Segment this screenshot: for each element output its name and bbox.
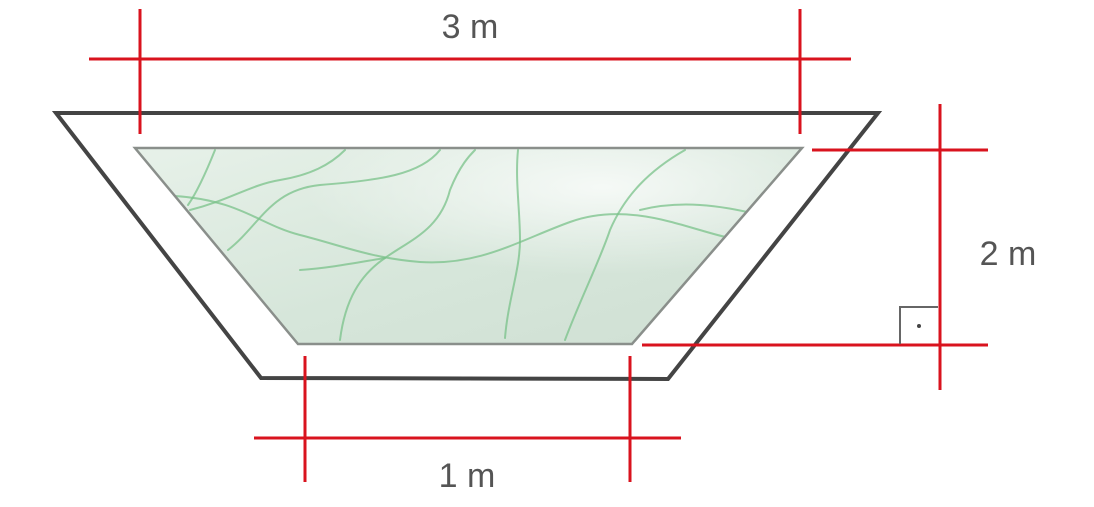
pool-inner-outline — [132, 146, 805, 346]
water-caustic-line — [187, 149, 216, 206]
bottom-dimension — [254, 356, 681, 482]
top-dimension-label: 3 m — [442, 8, 499, 46]
water-caustic-line — [564, 149, 686, 341]
height-dimension-label: 2 m — [980, 235, 1037, 273]
water-caustic-line — [189, 149, 346, 211]
water-caustic-line — [504, 149, 522, 339]
water-caustic-line — [299, 257, 386, 271]
top-dimension — [89, 9, 851, 134]
height-dimension — [642, 104, 988, 390]
right-angle-marker — [899, 306, 938, 344]
bottom-dimension-label: 1 m — [439, 457, 496, 495]
water-caustic-line — [174, 195, 731, 264]
water-caustic-line — [227, 149, 441, 251]
pool-water — [132, 146, 805, 346]
water-caustic-line — [339, 149, 476, 341]
